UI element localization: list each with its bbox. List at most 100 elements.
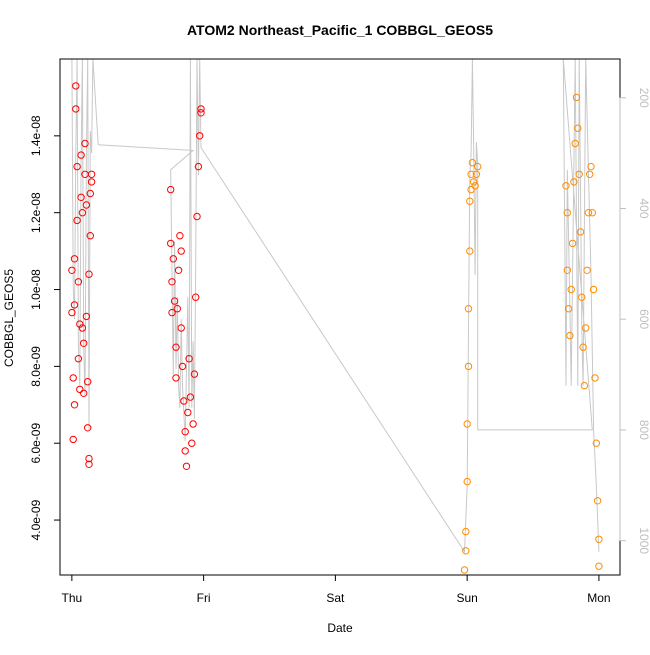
- data-point-s1-26: [84, 378, 92, 386]
- data-point-s1-33: [87, 178, 96, 186]
- data-point-s2-14: [471, 182, 479, 190]
- data-point-s1-11: [73, 216, 81, 225]
- data-point-s2-33: [582, 324, 590, 332]
- y-right-tick-label-2: 400: [637, 198, 650, 218]
- data-point-s2-16: [474, 162, 482, 171]
- data-point-s1-51: [181, 447, 189, 455]
- data-point-s2-42: [593, 497, 602, 505]
- data-point-s2-25: [571, 139, 579, 148]
- data-point-s1-14: [76, 385, 84, 394]
- data-point-s1-57: [189, 420, 197, 428]
- data-point-s1-17: [77, 151, 85, 159]
- data-point-s1-16: [77, 193, 85, 202]
- data-point-s1-62: [196, 132, 204, 140]
- data-point-s2-7: [464, 305, 473, 313]
- data-point-s2-18: [563, 209, 571, 217]
- y-left-tick-label-6: 1.4e-08: [29, 115, 43, 156]
- data-point-s1-58: [190, 370, 199, 378]
- data-point-s1-47: [177, 324, 185, 332]
- data-point-s1-34: [87, 170, 96, 179]
- x-axis-label: Date: [327, 621, 353, 635]
- data-point-s1-44: [174, 266, 183, 274]
- y-axis-left: 4.0e-09 6.0e-09 8.0e-09 1.0e-08 1.2e-08 1.4e-…: [29, 115, 61, 540]
- data-point-s1-64: [197, 109, 205, 117]
- data-point-s1-37: [168, 278, 176, 286]
- data-point-s2-2: [462, 547, 470, 555]
- data-point-s1-28: [85, 454, 93, 463]
- data-point-s1-31: [86, 232, 95, 240]
- data-point-s1-27: [84, 424, 92, 432]
- data-point-s1-49: [180, 397, 188, 405]
- data-point-s2-34: [583, 266, 591, 274]
- data-point-s1-61: [194, 162, 203, 171]
- data-point-s1-55: [186, 393, 195, 401]
- data-point-s2-15: [472, 170, 481, 179]
- x-tick-label-1: Thu: [62, 591, 83, 605]
- data-point-s2-39: [589, 285, 598, 294]
- data-point-s1-10: [73, 162, 81, 171]
- data-point-s1-54: [185, 355, 193, 363]
- data-point-s2-5: [463, 420, 471, 428]
- data-point-s1-41: [172, 343, 180, 351]
- data-point-s1-39: [169, 255, 178, 263]
- data-point-s2-13: [470, 178, 478, 186]
- data-point-s1-7: [70, 255, 79, 263]
- x-tick-label-5: Mon: [587, 591, 610, 605]
- data-point-s2-12: [468, 159, 477, 167]
- y-left-tick-label-1: 4.0e-09: [29, 499, 43, 540]
- data-point-s1-20: [80, 389, 88, 397]
- data-point-s1-13: [74, 355, 83, 363]
- y-left-tick-label-4: 1.0e-08: [29, 269, 43, 310]
- data-point-s1-36: [167, 239, 175, 248]
- data-point-s2-19: [563, 266, 571, 274]
- data-point-s2-8: [466, 247, 474, 255]
- data-point-s2-20: [564, 305, 573, 313]
- data-point-s2-17: [562, 182, 570, 190]
- y-axis-right: 200 400 600 800 1000: [619, 88, 650, 554]
- data-point-s2-37: [587, 162, 595, 171]
- data-point-s2-26: [572, 93, 581, 102]
- data-point-s1-56: [188, 439, 196, 447]
- data-point-s1-6: [70, 301, 79, 309]
- data-point-s2-36: [586, 170, 594, 179]
- x-axis: Thu Fri Sat Sun Mon: [62, 574, 611, 605]
- data-point-s2-22: [567, 285, 575, 294]
- data-point-s1-23: [81, 139, 89, 148]
- data-point-s2-29: [576, 228, 585, 236]
- data-point-s1-43: [173, 305, 182, 313]
- data-point-s2-28: [575, 170, 583, 179]
- altitude-line: [71, 58, 600, 554]
- data-point-s2-10: [467, 185, 475, 194]
- data-point-s1-40: [170, 297, 179, 305]
- y-right-tick-label-4: 800: [637, 420, 650, 440]
- data-point-s2-9: [466, 197, 474, 205]
- data-point-s1-45: [176, 232, 184, 240]
- y-axis-label: COBBGL_GEOS5: [2, 269, 16, 367]
- data-points-layer: [68, 82, 603, 574]
- data-point-s2-32: [580, 381, 589, 390]
- y-left-tick-label-3: 8.0e-09: [29, 346, 43, 387]
- data-point-s1-21: [80, 339, 88, 347]
- data-point-s2-43: [595, 535, 603, 543]
- data-point-s2-44: [595, 562, 603, 570]
- data-point-s2-23: [568, 239, 577, 248]
- data-point-s2-1: [460, 566, 469, 574]
- data-point-s1-19: [78, 324, 87, 332]
- data-point-s2-3: [462, 527, 470, 536]
- data-point-s1-50: [181, 428, 189, 436]
- y-left-tick-label-5: 1.2e-08: [29, 192, 43, 233]
- data-point-s1-38: [168, 308, 176, 317]
- y-right-tick-label-5: 1000: [637, 527, 650, 554]
- data-point-s2-30: [578, 293, 586, 301]
- data-point-s1-30: [85, 270, 93, 278]
- data-point-s1-29: [85, 460, 93, 468]
- x-tick-label-4: Sun: [456, 591, 477, 605]
- data-point-s2-4: [463, 477, 471, 486]
- data-point-s2-31: [579, 343, 587, 351]
- data-point-s1-8: [72, 82, 80, 90]
- data-point-s1-48: [178, 362, 187, 371]
- data-point-s2-35: [584, 209, 593, 217]
- data-point-s1-25: [82, 312, 91, 321]
- data-point-s2-21: [566, 331, 574, 340]
